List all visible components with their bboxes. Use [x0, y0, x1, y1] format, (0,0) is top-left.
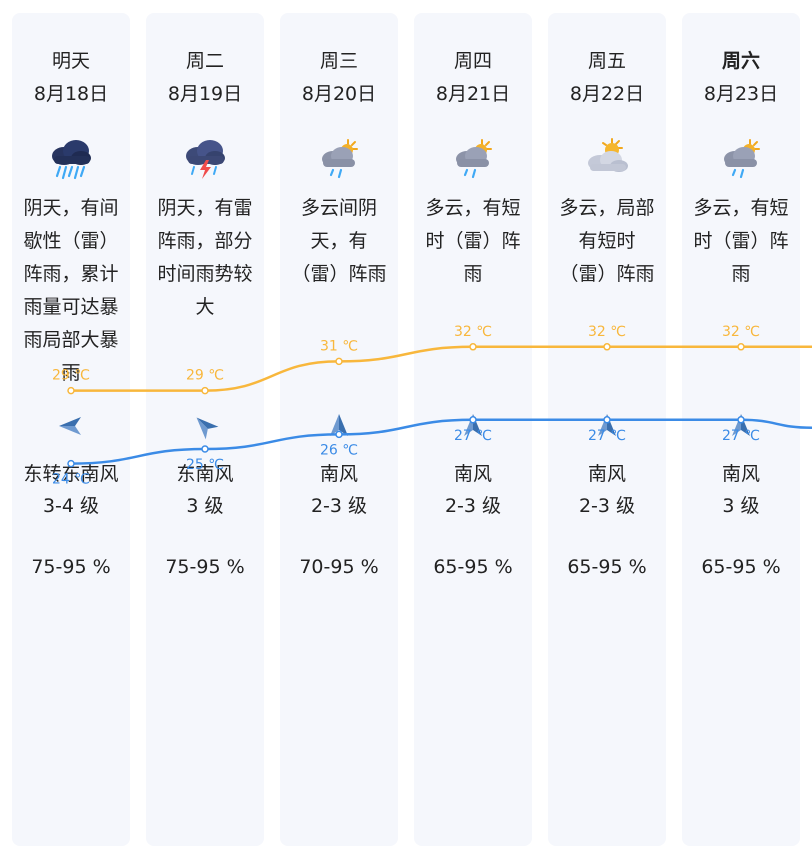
- humidity-range: 65-95 %: [701, 556, 781, 578]
- low-temperature-label: 25 ℃: [186, 457, 224, 473]
- date-label: 8月21日: [435, 83, 511, 105]
- weather-description: 阴天，有间歇性（雷）阵雨，累计雨量可达暴雨局部大暴雨: [23, 197, 119, 384]
- forecast-day-card: 周五 8月22日 多云，局部有短时（雷）阵雨 南风 2-3 级 65-95 %: [548, 13, 666, 846]
- humidity-range: 65-95 %: [567, 556, 647, 578]
- weather-description: 多云，局部有短时（雷）阵雨: [559, 197, 655, 285]
- low-temperature-point: [201, 445, 209, 453]
- low-temperature-point: [603, 416, 611, 424]
- weather-description: 多云，有短时（雷）阵雨: [693, 197, 789, 285]
- wind-arrow-north-icon: [324, 411, 354, 441]
- humidity-range: 70-95 %: [299, 556, 379, 578]
- forecast-day-card: 周六 8月23日 多云，有短时（雷）阵雨 南风 3 级 65-95 %: [682, 13, 800, 846]
- date-label: 8月20日: [301, 83, 377, 105]
- low-temperature-point: [737, 416, 745, 424]
- forecast-day-card: 周四 8月21日 多云，有短时（雷）阵雨 南风 2-3 级 65-95 %: [414, 13, 532, 846]
- partly-cloudy-rain-icon: [316, 136, 362, 182]
- wind-level: 2-3 级: [444, 495, 502, 517]
- high-temperature-label: 29 ℃: [52, 368, 90, 384]
- wind-arrow-west-icon: [56, 411, 86, 441]
- humidity-range: 65-95 %: [433, 556, 513, 578]
- low-temperature-point: [67, 459, 75, 468]
- wind-direction: 南风: [319, 463, 358, 485]
- thunderstorm-icon: [182, 136, 228, 182]
- partly-cloudy-icon: [584, 136, 630, 182]
- low-temperature-label: 27 ℃: [722, 428, 760, 444]
- high-temperature-point: [469, 343, 477, 351]
- high-temperature-line: [71, 345, 812, 392]
- wind-arrow-northwest-icon: [190, 411, 220, 441]
- wind-level: 3 级: [722, 495, 760, 517]
- high-temperature-point: [737, 343, 745, 351]
- wind-level: 2-3 级: [578, 495, 636, 517]
- wind-direction: 南风: [453, 463, 492, 485]
- day-label: 周四: [453, 50, 492, 72]
- weather-description: 多云，有短时（雷）阵雨: [425, 197, 521, 285]
- day-label: 周六: [721, 50, 760, 72]
- day-label: 周五: [587, 50, 626, 72]
- forecast-day-card: 周三 8月20日 多云间阴天，有（雷）阵雨 南风 2-3 级 70-95 %: [280, 13, 398, 846]
- day-label: 周三: [319, 50, 358, 72]
- high-temperature-label: 29 ℃: [186, 368, 224, 384]
- partly-cloudy-rain-icon: [450, 136, 496, 182]
- high-temperature-point: [67, 386, 75, 395]
- humidity-range: 75-95 %: [31, 556, 111, 578]
- wind-direction: 东转东南风: [23, 463, 119, 485]
- wind-direction: 南风: [721, 463, 760, 485]
- low-temperature-label: 27 ℃: [454, 428, 492, 444]
- partly-cloudy-rain-icon: [718, 136, 764, 182]
- date-label: 8月18日: [33, 83, 109, 105]
- high-temperature-point: [603, 343, 611, 351]
- day-label: 明天: [51, 50, 90, 72]
- forecast-day-card: 明天 8月18日 阴天，有间歇性（雷）阵雨，累计雨量可达暴雨局部大暴雨 东转东南…: [12, 13, 130, 846]
- wind-level: 3-4 级: [42, 495, 100, 517]
- forecast-day-card: 周二 8月19日 阴天，有雷阵雨，部分时间雨势较大 东南风 3 级 75-95 …: [146, 13, 264, 846]
- wind-level: 2-3 级: [310, 495, 368, 517]
- weather-description: 多云间阴天，有（雷）阵雨: [291, 197, 387, 285]
- day-label: 周二: [185, 50, 224, 72]
- high-temperature-label: 32 ℃: [588, 324, 626, 340]
- low-temperature-label: 26 ℃: [320, 442, 358, 458]
- wind-level: 3 级: [186, 495, 224, 517]
- low-temperature-point: [469, 416, 477, 424]
- high-temperature-point: [201, 386, 209, 395]
- low-temperature-label: 24 ℃: [52, 472, 90, 488]
- low-temperature-point: [335, 430, 343, 439]
- humidity-range: 75-95 %: [165, 556, 245, 578]
- high-temperature-point: [335, 357, 343, 366]
- high-temperature-label: 32 ℃: [722, 324, 760, 340]
- weather-description: 阴天，有雷阵雨，部分时间雨势较大: [157, 197, 253, 318]
- date-label: 8月23日: [703, 83, 779, 105]
- date-label: 8月22日: [569, 83, 645, 105]
- date-label: 8月19日: [167, 83, 243, 105]
- high-temperature-label: 32 ℃: [454, 324, 492, 340]
- high-temperature-label: 31 ℃: [320, 338, 358, 354]
- low-temperature-line: [70, 418, 812, 465]
- wind-direction: 东南风: [176, 463, 234, 485]
- heavy-rain-icon: [48, 136, 94, 182]
- wind-direction: 南风: [587, 463, 626, 485]
- low-temperature-label: 27 ℃: [588, 428, 626, 444]
